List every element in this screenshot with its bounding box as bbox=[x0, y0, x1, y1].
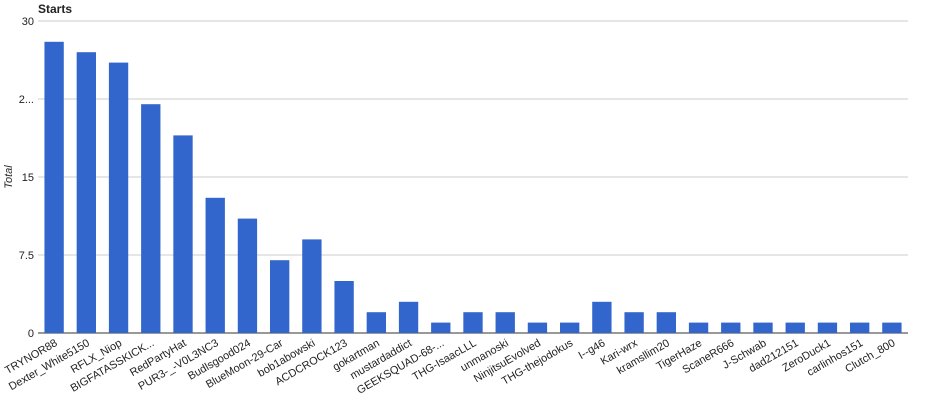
bar bbox=[76, 52, 96, 333]
chart-title: Starts bbox=[38, 2, 72, 16]
bar bbox=[527, 322, 548, 333]
bar bbox=[785, 322, 805, 333]
bar bbox=[817, 322, 838, 333]
bar bbox=[688, 322, 709, 333]
y-axis-label: Total bbox=[3, 165, 15, 189]
bar bbox=[753, 322, 773, 333]
bar bbox=[560, 322, 580, 333]
bar bbox=[850, 322, 870, 333]
bar bbox=[334, 281, 354, 333]
bar bbox=[141, 104, 161, 333]
bar bbox=[882, 322, 902, 333]
bar bbox=[173, 135, 193, 333]
bar bbox=[656, 312, 676, 333]
bar bbox=[237, 218, 258, 333]
bar bbox=[592, 301, 612, 333]
bar bbox=[431, 322, 451, 333]
bar bbox=[205, 197, 225, 333]
bar bbox=[463, 312, 483, 333]
y-tick-label: 15 bbox=[22, 172, 34, 184]
bar bbox=[495, 312, 515, 333]
y-tick-label: 0 bbox=[28, 328, 34, 340]
bar bbox=[624, 312, 644, 333]
bar bbox=[302, 239, 322, 333]
bar bbox=[398, 301, 419, 333]
bar bbox=[270, 260, 290, 333]
bar bbox=[366, 312, 386, 333]
bar bbox=[108, 62, 129, 333]
y-tick-label: 30 bbox=[22, 16, 34, 28]
bar bbox=[721, 322, 741, 333]
y-tick-label: 7.5 bbox=[19, 250, 34, 262]
y-tick-label: 2... bbox=[19, 94, 34, 106]
bar bbox=[44, 41, 64, 334]
